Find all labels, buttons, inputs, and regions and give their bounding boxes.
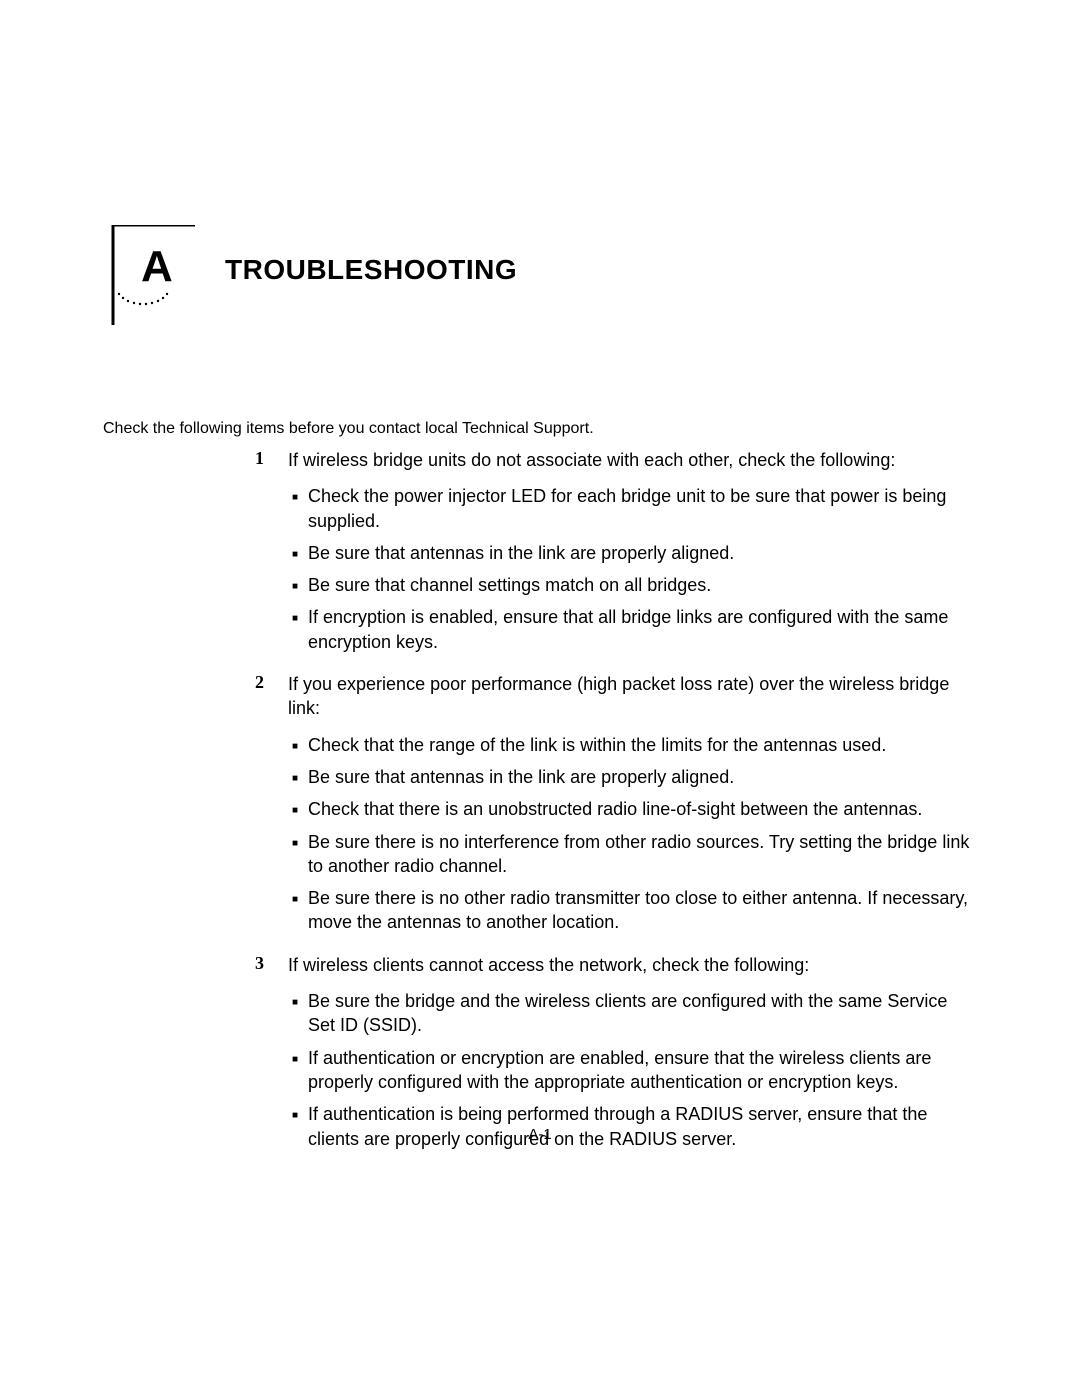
- bullet-text: Check the power injector LED for each br…: [308, 484, 975, 533]
- bullet-marker-icon: ■: [288, 484, 308, 533]
- bullet-item: ■ Be sure there is no interference from …: [288, 830, 975, 879]
- bullet-text: Be sure there is no interference from ot…: [308, 830, 975, 879]
- bullet-item: ■ Be sure that channel settings match on…: [288, 573, 975, 597]
- bullet-item: ■ Check that there is an unobstructed ra…: [288, 797, 975, 821]
- bullet-marker-icon: ■: [288, 886, 308, 935]
- bullet-text: Be sure that antennas in the link are pr…: [308, 541, 734, 565]
- bullet-item: ■ Be sure the bridge and the wireless cl…: [288, 989, 975, 1038]
- appendix-letter: A: [141, 242, 173, 291]
- item-text: If wireless bridge units do not associat…: [288, 448, 895, 472]
- bullet-text: If authentication or encryption are enab…: [308, 1046, 975, 1095]
- bullet-list: ■ Check the power injector LED for each …: [288, 484, 975, 654]
- bullet-marker-icon: ■: [288, 1046, 308, 1095]
- appendix-title-wrap: TROUBLESHOOTING: [225, 254, 517, 286]
- bullet-text: Check that there is an unobstructed radi…: [308, 797, 922, 821]
- numbered-item: 3 If wireless clients cannot access the …: [255, 953, 975, 977]
- bullet-text: Be sure there is no other radio transmit…: [308, 886, 975, 935]
- content-region: 1 If wireless bridge units do not associ…: [255, 448, 975, 1169]
- bullet-item: ■ If encryption is enabled, ensure that …: [288, 605, 975, 654]
- bullet-item: ■ Be sure that antennas in the link are …: [288, 541, 975, 565]
- item-number: 1: [255, 448, 288, 472]
- item-text: If you experience poor performance (high…: [288, 672, 975, 721]
- appendix-title: TROUBLESHOOTING: [225, 254, 517, 286]
- bullet-list: ■ Check that the range of the link is wi…: [288, 733, 975, 935]
- bullet-text: Check that the range of the link is with…: [308, 733, 886, 757]
- bullet-marker-icon: ■: [288, 989, 308, 1038]
- bullet-text: If encryption is enabled, ensure that al…: [308, 605, 975, 654]
- bullet-item: ■ If authentication or encryption are en…: [288, 1046, 975, 1095]
- item-number: 2: [255, 672, 288, 721]
- intro-text: Check the following items before you con…: [103, 420, 594, 438]
- bullet-marker-icon: ■: [288, 797, 308, 821]
- page-number: A-1: [0, 1126, 1080, 1143]
- bullet-item: ■ Check the power injector LED for each …: [288, 484, 975, 533]
- bullet-text: Be sure the bridge and the wireless clie…: [308, 989, 975, 1038]
- bullet-text: Be sure that channel settings match on a…: [308, 573, 711, 597]
- bullet-marker-icon: ■: [288, 765, 308, 789]
- bullet-item: ■ Check that the range of the link is wi…: [288, 733, 975, 757]
- bullet-item: ■ Be sure that antennas in the link are …: [288, 765, 975, 789]
- item-number: 3: [255, 953, 288, 977]
- bullet-marker-icon: ■: [288, 733, 308, 757]
- bullet-text: Be sure that antennas in the link are pr…: [308, 765, 734, 789]
- bullet-marker-icon: ■: [288, 605, 308, 654]
- item-text: If wireless clients cannot access the ne…: [288, 953, 809, 977]
- numbered-item: 1 If wireless bridge units do not associ…: [255, 448, 975, 472]
- numbered-item: 2 If you experience poor performance (hi…: [255, 672, 975, 721]
- appendix-icon: A: [105, 225, 200, 330]
- bullet-marker-icon: ■: [288, 541, 308, 565]
- bullet-marker-icon: ■: [288, 573, 308, 597]
- bullet-item: ■ Be sure there is no other radio transm…: [288, 886, 975, 935]
- bullet-marker-icon: ■: [288, 830, 308, 879]
